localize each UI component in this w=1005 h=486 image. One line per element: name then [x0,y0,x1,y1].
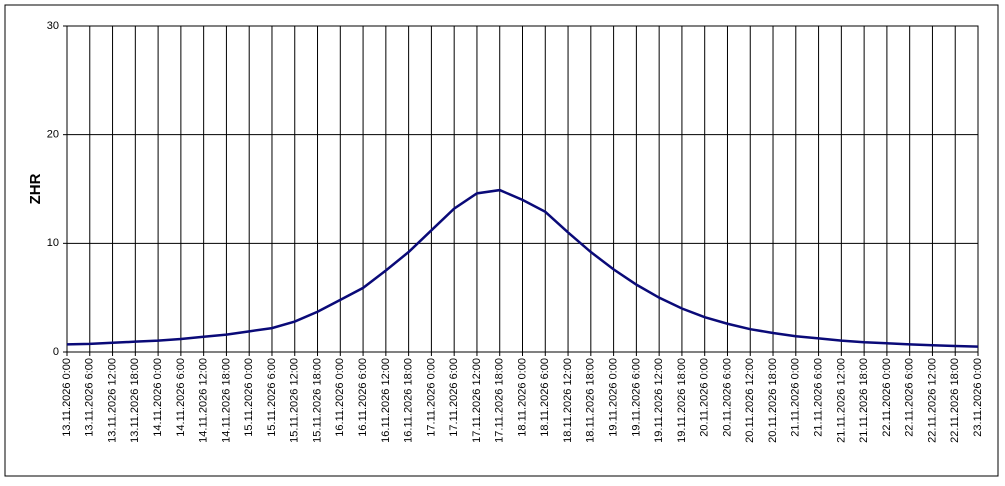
x-tick-label: 14.11.2026 18:00 [220,358,232,443]
x-tick-label: 20.11.2026 12:00 [744,358,756,443]
x-tick-label: 14.11.2026 6:00 [175,358,187,437]
x-tick-label: 22.11.2026 6:00 [904,358,916,437]
x-tick-label: 17.11.2026 0:00 [425,358,437,437]
x-tick-label: 21.11.2026 0:00 [790,358,802,437]
x-tick-label: 16.11.2026 0:00 [334,358,346,437]
x-tick-label: 14.11.2026 0:00 [152,358,164,437]
x-tick-label: 16.11.2026 6:00 [357,358,369,437]
x-tick-label: 19.11.2026 18:00 [676,358,688,443]
x-tick-label: 20.11.2026 6:00 [721,358,733,437]
x-tick-label: 14.11.2026 12:00 [198,358,210,443]
x-tick-label: 22.11.2026 18:00 [949,358,961,443]
x-tick-label: 17.11.2026 12:00 [471,358,483,443]
x-tick-label: 20.11.2026 0:00 [699,358,711,437]
y-tick-label: 20 [47,129,59,141]
x-tick-label: 17.11.2026 6:00 [448,358,460,437]
line-series [66,188,979,348]
x-tick-label: 15.11.2026 12:00 [289,358,301,443]
y-tick-label: 30 [47,20,59,32]
x-tick-label: 22.11.2026 0:00 [881,358,893,437]
x-tick-label: 20.11.2026 18:00 [767,358,779,443]
x-tick-label: 21.11.2026 6:00 [812,358,824,437]
x-tick-label: 17.11.2026 18:00 [494,358,506,443]
x-tick-label: 15.11.2026 6:00 [266,358,278,437]
x-tick-label: 16.11.2026 12:00 [380,358,392,443]
x-tick-label: 18.11.2026 12:00 [562,358,574,443]
x-tick-label: 18.11.2026 0:00 [516,358,528,437]
x-tick-label: 19.11.2026 6:00 [630,358,642,437]
y-axis-label: ZHR [27,173,44,204]
x-tick-label: 15.11.2026 0:00 [243,358,255,437]
x-tick-label: 19.11.2026 12:00 [653,358,665,443]
x-tick-label: 18.11.2026 6:00 [539,358,551,437]
x-tick-label: 13.11.2026 18:00 [129,358,141,443]
x-tick-label: 23.11.2026 0:00 [972,358,984,437]
x-tick-label: 15.11.2026 18:00 [311,358,323,443]
x-tick-label: 19.11.2026 0:00 [608,358,620,437]
x-tick-label: 16.11.2026 18:00 [403,358,415,443]
x-tick-label: 18.11.2026 18:00 [585,358,597,443]
x-tick-label: 22.11.2026 12:00 [926,358,938,443]
x-tick-label: 13.11.2026 6:00 [84,358,96,437]
x-tick-label: 13.11.2026 12:00 [106,358,118,443]
x-tick-label: 13.11.2026 0:00 [61,358,73,437]
x-tick-label: 21.11.2026 18:00 [858,358,870,443]
y-tick-label: 10 [47,237,59,249]
y-tick-label: 0 [53,346,59,358]
x-tick-label: 21.11.2026 12:00 [835,358,847,443]
